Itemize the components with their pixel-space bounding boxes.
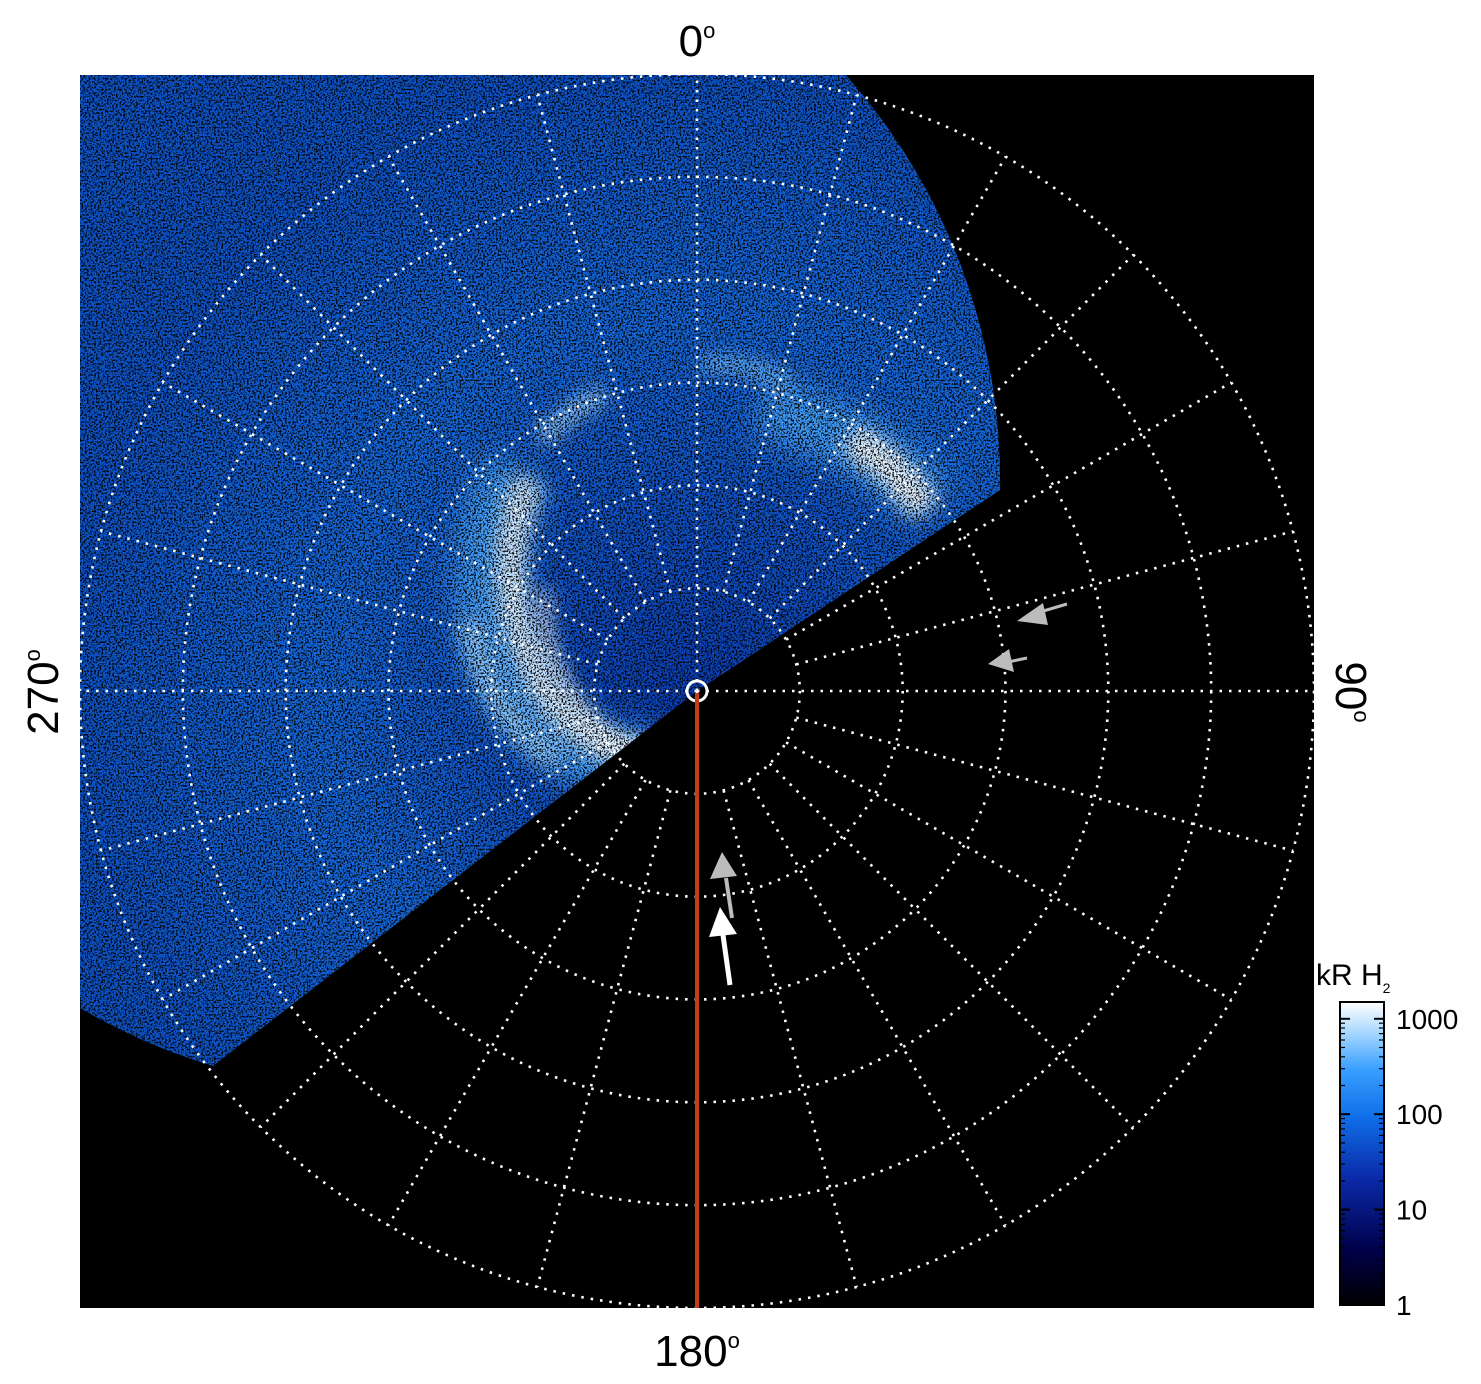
grid-meridian [387,779,647,1226]
grid-meridian [768,762,1135,1129]
grid-meridian [100,530,599,666]
colorbar-tick-label: 1000 [1396,1004,1458,1035]
grid-meridian [259,762,626,1129]
grid-meridian [536,789,672,1288]
grid-meridian [722,789,858,1288]
grid-meridian [795,530,1294,666]
grid-meridian [747,779,1007,1226]
colorbar-unit-label: kR H2 [1316,959,1391,996]
grid-meridian [259,253,626,620]
gray-arrow [1017,602,1068,625]
grid-meridian [722,94,858,593]
grid-meridian [747,156,1007,603]
grid-meridian [162,381,609,641]
label-90-deg: 90o [1326,661,1375,722]
grid-meridian [536,94,672,593]
label-0-deg: 0o [679,17,716,66]
grid-meridian [785,381,1232,641]
grid-meridian [768,253,1135,620]
colorbar-ticks: 1000 100 10 1 [1340,1004,1458,1321]
grid-meridian [795,716,1294,852]
grid-meridian [162,741,609,1001]
colorbar-tick-label: 1 [1396,1290,1412,1321]
grid-ring [284,278,1110,1104]
grid-meridian [785,741,1232,1001]
white-arrow [709,907,737,986]
grid-ring [489,483,904,898]
colorbar-tick-label: 10 [1396,1195,1427,1226]
label-270-deg: 270o [19,649,68,735]
grid-ring [592,586,802,796]
grid-ring [387,381,1007,1001]
colorbar-gradient [1339,1001,1385,1306]
colorbar: kR H2 1000 100 10 1 [1316,959,1458,1321]
gray-arrow [988,649,1028,672]
grid-meridian [387,156,647,603]
grid-meridian [100,716,599,852]
auroral-emission-image [80,75,1001,1066]
label-180-deg: 180o [654,1327,740,1376]
gray-arrow [710,852,737,919]
colorbar-tick-label: 100 [1396,1099,1443,1130]
